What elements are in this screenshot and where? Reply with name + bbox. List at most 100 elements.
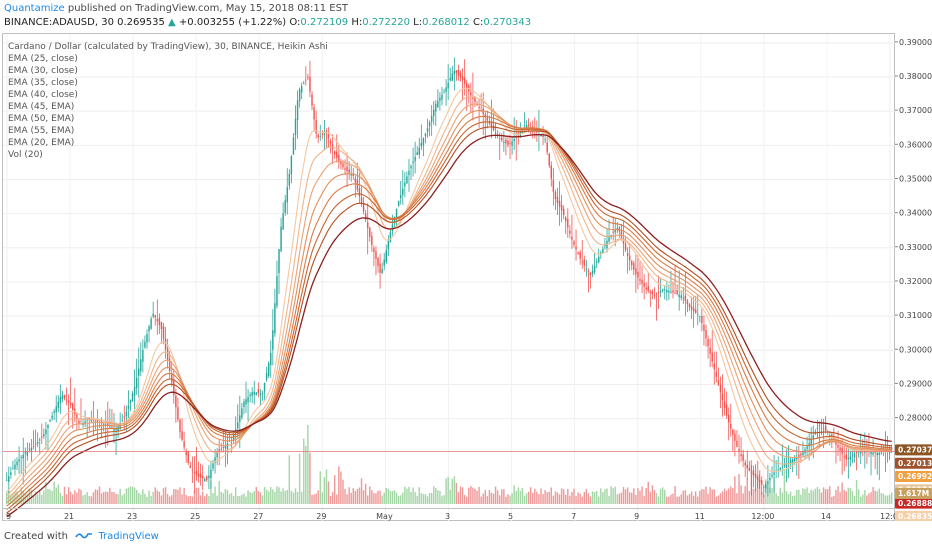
volume-bar	[140, 494, 142, 504]
candle-body	[715, 371, 718, 377]
volume-bar	[847, 487, 850, 504]
volume-bar	[6, 491, 8, 504]
candle-body	[703, 324, 705, 331]
candle-body	[135, 377, 138, 389]
legend-ema-55[interactable]: EMA (55, EMA)	[8, 126, 75, 136]
footer: Created with TradingView	[4, 531, 159, 542]
candle-body	[265, 372, 268, 380]
volume-bar	[418, 487, 421, 504]
candle-body	[296, 100, 299, 120]
volume-bar	[224, 489, 227, 504]
volume-bar	[237, 495, 239, 504]
volume-bar	[49, 489, 51, 504]
legend-ema-40[interactable]: EMA (40, close)	[8, 90, 78, 100]
volume-bar	[82, 495, 84, 504]
volume-bar	[72, 494, 74, 504]
candle-body	[447, 82, 449, 89]
volume-bar	[785, 491, 788, 504]
candle-body	[732, 429, 734, 435]
legend-ema-20[interactable]: EMA (20, EMA)	[8, 138, 75, 148]
candle-body	[366, 222, 369, 229]
time-axis[interactable]: 9 21 23 25 27 29 May 3 5 7 9 11 12:00 14 12:0	[2, 508, 895, 522]
candle-body	[758, 479, 761, 483]
legend-ema-30[interactable]: EMA (30, close)	[8, 66, 78, 76]
author-link[interactable]: Quantamize	[4, 3, 65, 14]
tradingview-logo-icon	[75, 533, 93, 539]
volume-bar	[771, 488, 773, 504]
candle-body	[589, 272, 592, 275]
price-tag	[895, 457, 932, 469]
volume-bar	[637, 488, 639, 504]
volume-bar	[872, 487, 874, 504]
volume-bar	[164, 487, 167, 504]
volume-bar	[793, 495, 796, 504]
volume-bar	[216, 495, 218, 504]
volume-bar	[354, 491, 357, 504]
candle-body	[327, 132, 330, 139]
legend-ema-35[interactable]: EMA (35, close)	[8, 78, 78, 88]
candle-body	[255, 392, 258, 396]
volume-bar	[267, 491, 270, 504]
volume-bar	[461, 487, 464, 504]
ema-line	[6, 115, 892, 507]
candle-body	[109, 426, 111, 428]
candle-body	[798, 454, 800, 457]
price-chart[interactable]	[3, 34, 896, 522]
candle-body	[300, 86, 303, 93]
candle-body	[744, 462, 746, 466]
volume-bar	[874, 490, 876, 504]
candle-body	[107, 422, 109, 426]
volume-bar	[208, 496, 210, 504]
price-tag-label: 1.617M	[898, 489, 929, 498]
volume-bar	[690, 491, 693, 504]
volume-bar	[327, 481, 330, 504]
candle-body	[253, 391, 255, 395]
candle-body	[152, 313, 154, 317]
volume-bar	[657, 496, 660, 504]
legend-ema-50[interactable]: EMA (50, EMA)	[8, 114, 75, 124]
volume-bar	[470, 486, 472, 504]
candle-body	[90, 419, 93, 422]
legend-main-series[interactable]: Cardano / Dollar (calculated by TradingV…	[8, 42, 328, 52]
legend-volume[interactable]: Vol (20)	[8, 150, 43, 160]
volume-bar	[820, 492, 823, 504]
volume-bar	[639, 490, 641, 504]
candle-body	[391, 224, 394, 232]
legend-ema-25[interactable]: EMA (25, close)	[8, 54, 78, 64]
volume-bar	[614, 486, 616, 504]
candle-body	[697, 314, 699, 316]
volume-bar	[214, 486, 216, 504]
volume-bar	[329, 496, 332, 504]
last-price: 0.269535	[117, 17, 165, 28]
candle-body	[187, 451, 189, 463]
candle-body	[536, 131, 538, 133]
up-arrow-icon: ▲	[168, 17, 176, 28]
tradingview-brand[interactable]: TradingView	[98, 531, 159, 542]
volume-bar	[286, 489, 288, 504]
volume-bar	[789, 491, 792, 504]
candle-body	[721, 393, 724, 401]
volume-bar	[562, 489, 565, 504]
candle-body	[53, 411, 55, 413]
candle-body	[845, 454, 847, 460]
chart-pane[interactable]	[2, 33, 896, 522]
time-tick-label: 25	[190, 512, 200, 521]
volume-bar	[346, 494, 348, 504]
candle-body	[604, 244, 606, 247]
candle-body	[781, 466, 784, 468]
volume-bar	[111, 491, 113, 504]
candle-body	[880, 452, 883, 454]
volume-bar	[420, 493, 423, 504]
candle-body	[878, 452, 881, 456]
candle-body	[443, 91, 445, 93]
candle-body	[653, 295, 656, 296]
candle-body	[641, 279, 643, 284]
legend-ema-45[interactable]: EMA (45, EMA)	[8, 102, 75, 112]
volume-bar	[752, 488, 755, 504]
volume-bar	[226, 489, 229, 504]
volume-bar	[503, 489, 505, 504]
volume-bar	[331, 491, 334, 504]
